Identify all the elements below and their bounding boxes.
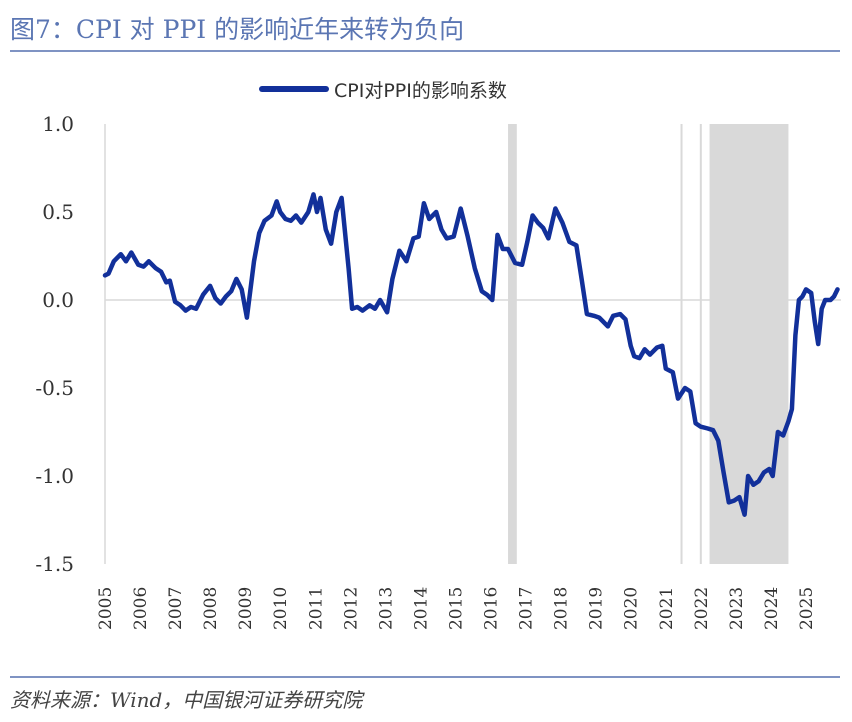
x-tick-label: 2022: [692, 587, 712, 630]
legend: CPI对PPI的影响系数: [259, 80, 507, 102]
x-axis-ticks: 2005 2006 2007 2008 2009 2010 2011 2012 2013 2014…: [96, 587, 817, 630]
x-tick-label: 2020: [622, 587, 642, 630]
y-tick-label: -0.5: [35, 376, 74, 400]
x-tick-label: 2017: [517, 587, 537, 630]
x-tick-label: 2024: [762, 587, 782, 630]
x-tick-label: 2016: [482, 587, 502, 630]
axes: [104, 124, 841, 564]
x-tick-label: 2015: [446, 587, 466, 630]
x-tick-label: 2014: [411, 587, 431, 630]
x-tick-label: 2025: [797, 587, 817, 630]
y-tick-label: -1.5: [35, 552, 74, 576]
shaded-period-1: [508, 124, 517, 564]
y-axis-ticks: 1.0 0.5 0.0 -0.5 -1.0 -1.5: [35, 112, 74, 576]
x-tick-label: 2018: [552, 587, 572, 630]
x-tick-label: 2007: [166, 587, 186, 630]
x-tick-label: 2012: [341, 587, 361, 630]
vertical-markers: [680, 124, 702, 564]
series-line-1: [102, 192, 840, 517]
legend-label: CPI对PPI的影响系数: [334, 80, 507, 102]
x-tick-label: 2010: [271, 587, 291, 630]
source-note: 资料来源：Wind，中国银河证券研究院: [10, 688, 363, 712]
title-rule: [10, 50, 840, 52]
x-tick-label: 2011: [306, 587, 326, 630]
shaded-period-2: [709, 124, 789, 564]
y-tick-label: 1.0: [42, 112, 74, 136]
x-tick-label: 2005: [96, 587, 116, 630]
series-layer: [102, 192, 840, 517]
y-tick-label: 0.5: [42, 200, 74, 224]
x-tick-label: 2019: [587, 587, 607, 630]
x-tick-label: 2021: [657, 587, 677, 630]
figure-title: 图7：CPI 对 PPI 的影响近年来转为负向: [10, 15, 465, 44]
x-tick-label: 2013: [376, 587, 396, 630]
y-tick-label: 0.0: [42, 288, 74, 312]
y-tick-label: -1.0: [35, 464, 74, 488]
source-rule: [10, 676, 840, 678]
x-tick-label: 2006: [131, 587, 151, 630]
x-tick-label: 2008: [201, 587, 221, 630]
x-tick-label: 2023: [727, 587, 747, 630]
x-tick-label: 2009: [236, 587, 256, 630]
